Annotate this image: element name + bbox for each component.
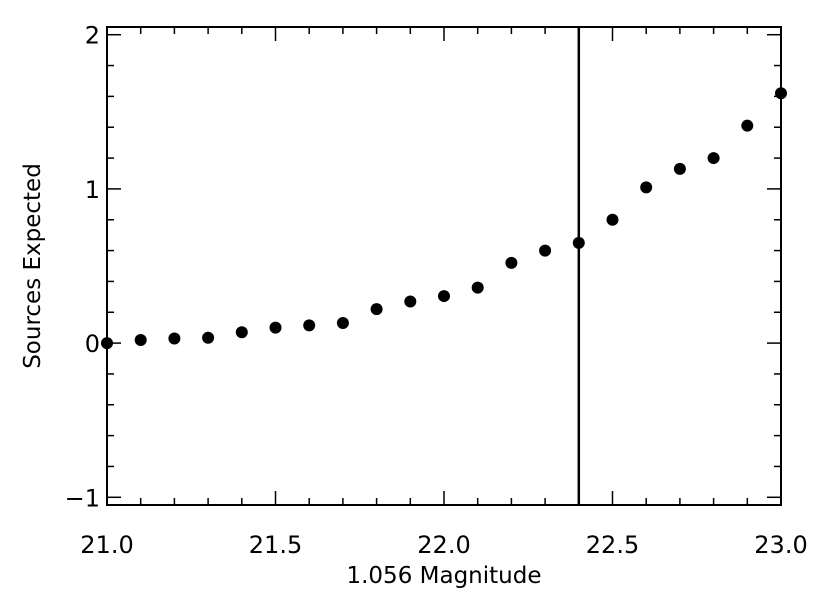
x-axis-label: 1.056 Magnitude	[346, 563, 541, 589]
data-point	[471, 281, 484, 294]
data-point	[269, 321, 282, 334]
x-tick-label: 22.0	[417, 531, 470, 559]
data-point	[707, 152, 720, 165]
y-tick-labels: −1 0 1 2	[65, 22, 100, 513]
data-point	[303, 319, 316, 332]
data-point	[134, 334, 147, 347]
data-point	[336, 317, 349, 330]
y-axis-label: Sources Expected	[20, 163, 46, 369]
data-point	[572, 236, 585, 249]
data-point	[168, 332, 181, 345]
x-tick-label: 21.5	[249, 531, 302, 559]
data-point	[741, 119, 754, 132]
data-point	[673, 162, 686, 175]
y-tick-label: 0	[85, 330, 100, 358]
data-point	[370, 303, 383, 316]
y-tick-label: 1	[85, 176, 100, 204]
x-tick-label: 22.5	[586, 531, 639, 559]
y-tick-label: 2	[85, 22, 100, 50]
x-tick-label: 21.0	[80, 531, 133, 559]
data-points	[101, 87, 787, 350]
data-point	[438, 290, 450, 303]
data-point	[202, 331, 215, 344]
data-point	[539, 244, 552, 257]
data-point	[640, 181, 653, 194]
data-point	[404, 295, 417, 308]
plot-frame	[106, 26, 782, 506]
x-tick-labels: 21.0 21.5 22.0 22.5 23.0	[80, 531, 807, 559]
y-tick-label: −1	[65, 484, 100, 512]
data-point	[235, 326, 248, 339]
x-tick-label: 23.0	[754, 531, 807, 559]
data-point	[606, 213, 619, 226]
axis-ticks	[106, 27, 782, 505]
data-point	[505, 256, 518, 269]
